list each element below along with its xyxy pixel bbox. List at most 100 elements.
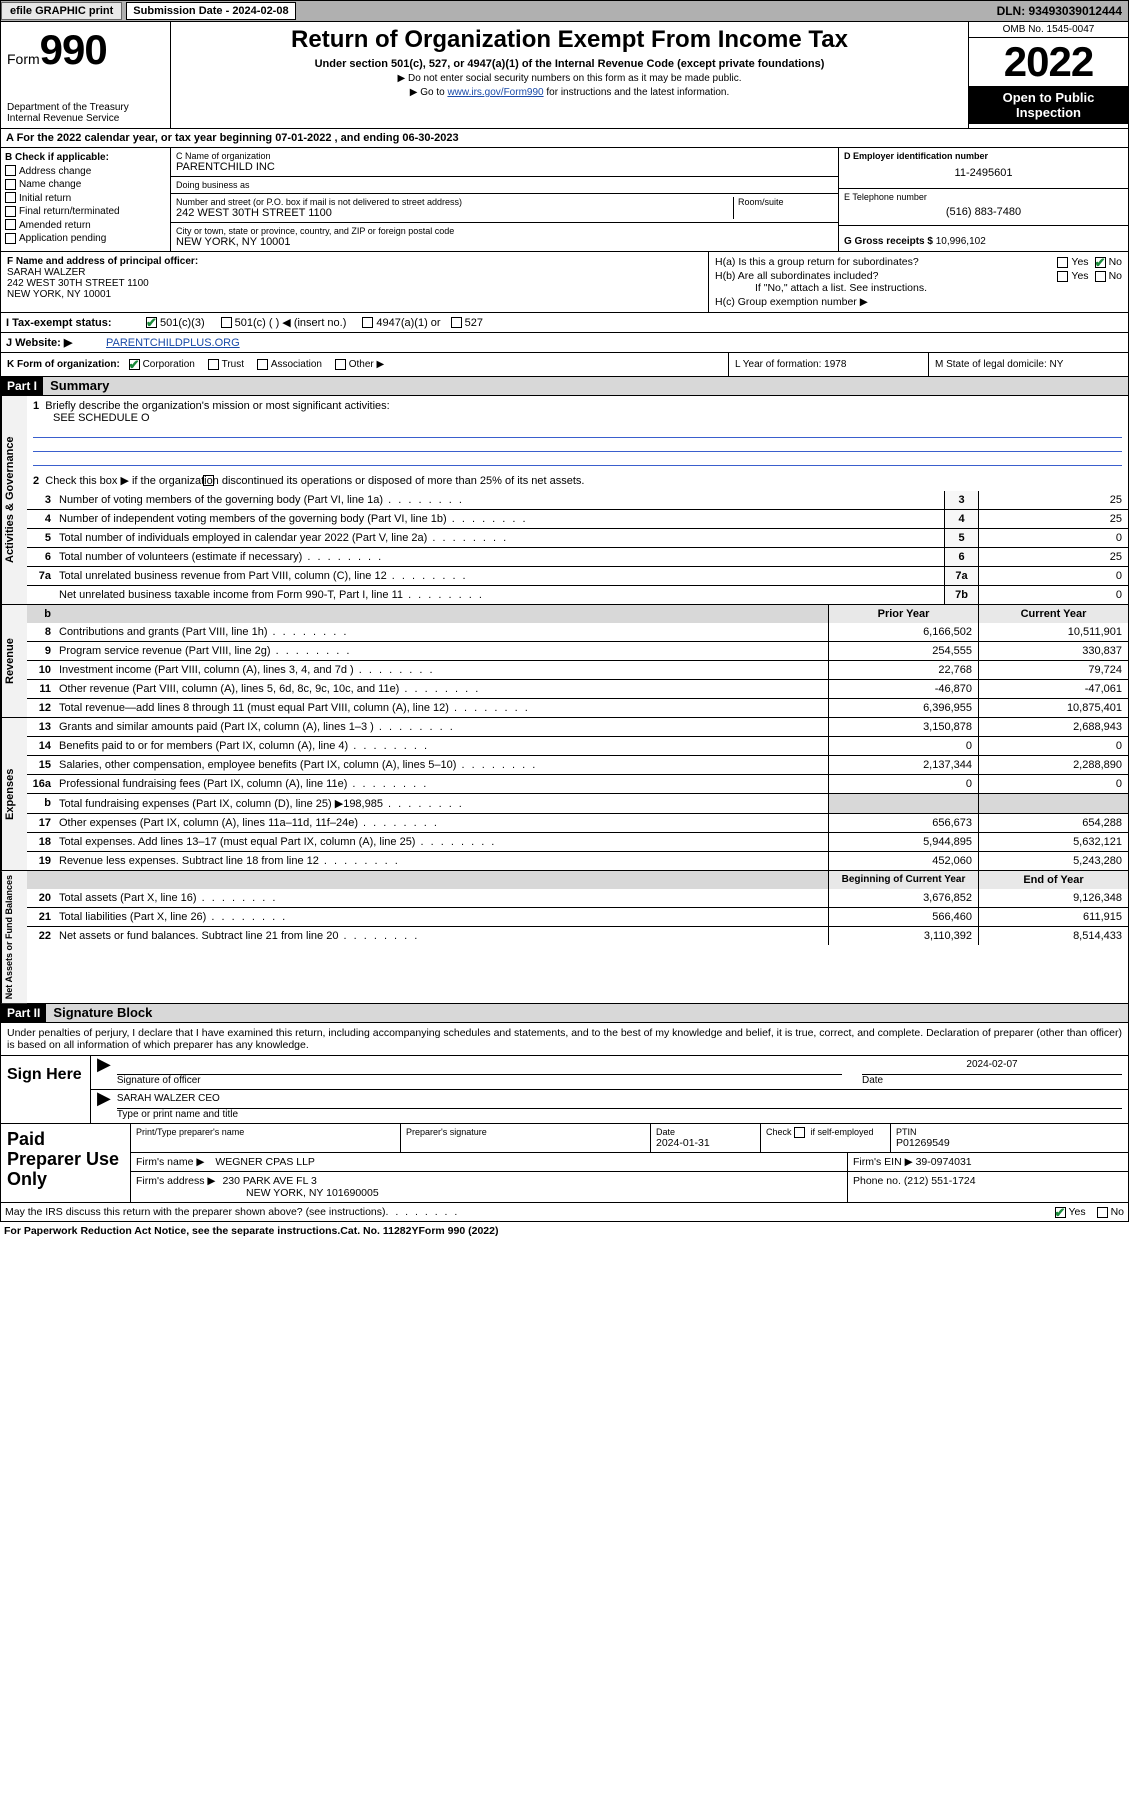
summary-revenue: Revenue b Prior Year Current Year 8Contr… [0, 605, 1129, 718]
row-value: 0 [978, 529, 1128, 547]
irs-form990-link[interactable]: www.irs.gov/Form990 [447, 87, 543, 98]
form-header: Form990 Department of the Treasury Inter… [0, 22, 1129, 129]
summary-row: 16aProfessional fundraising fees (Part I… [27, 774, 1128, 793]
ein-value: 11-2495601 [844, 161, 1123, 185]
row-num: b [27, 794, 55, 813]
firm-addr2: NEW YORK, NY 101690005 [136, 1187, 842, 1199]
opt-address-change: Address change [19, 166, 91, 177]
row-num: 7a [27, 567, 55, 585]
opt-final-return: Final return/terminated [19, 206, 120, 217]
chk-corp[interactable] [129, 359, 140, 370]
summary-row: 12Total revenue—add lines 8 through 11 (… [27, 698, 1128, 717]
ha-label: H(a) Is this a group return for subordin… [715, 256, 1057, 268]
row-current: 2,688,943 [978, 718, 1128, 736]
b-label: B Check if applicable: [5, 151, 166, 165]
chk-discuss-yes[interactable] [1055, 1207, 1066, 1218]
row-prior: 2,137,344 [828, 756, 978, 774]
row-text: Other expenses (Part IX, column (A), lin… [55, 814, 828, 832]
preparer-date-label: Date [656, 1127, 755, 1137]
row-box: 6 [944, 548, 978, 566]
opt-assoc: Association [271, 359, 322, 370]
opt-4947: 4947(a)(1) or [376, 317, 440, 329]
street-address: 242 WEST 30TH STREET 1100 [176, 207, 733, 219]
signature-block: Under penalties of perjury, I declare th… [0, 1023, 1129, 1124]
summary-row: 19Revenue less expenses. Subtract line 1… [27, 851, 1128, 870]
chk-ha-yes[interactable] [1057, 257, 1068, 268]
firm-ein-value: 39-0974031 [916, 1156, 972, 1168]
opt-trust: Trust [222, 359, 244, 370]
chk-discontinued[interactable] [203, 475, 214, 486]
row-current: 10,875,401 [978, 699, 1128, 717]
row-num: 21 [27, 908, 55, 926]
preparer-name-label: Print/Type preparer's name [136, 1127, 395, 1137]
line-a-tax-year: A For the 2022 calendar year, or tax yea… [0, 129, 1129, 148]
col-b-checkboxes: B Check if applicable: Address change Na… [1, 148, 171, 251]
top-toolbar: efile GRAPHIC print Submission Date - 20… [0, 0, 1129, 22]
f-label: F Name and address of principal officer: [7, 256, 702, 267]
row-num: 20 [27, 889, 55, 907]
summary-row: 5Total number of individuals employed in… [27, 528, 1128, 547]
chk-discuss-no[interactable] [1097, 1207, 1108, 1218]
summary-governance: Activities & Governance 1 Briefly descri… [0, 396, 1129, 605]
chk-527[interactable] [451, 317, 462, 328]
chk-trust[interactable] [208, 359, 219, 370]
line-i-tax-exempt: I Tax-exempt status: 501(c)(3) 501(c) ( … [0, 313, 1129, 333]
row-num: 9 [27, 642, 55, 660]
chk-final-return[interactable] [5, 206, 16, 217]
chk-4947[interactable] [362, 317, 373, 328]
ptin-value: P01269549 [896, 1137, 1123, 1149]
ha-no: No [1109, 256, 1122, 268]
chk-address-change[interactable] [5, 165, 16, 176]
chk-amended-return[interactable] [5, 219, 16, 230]
summary-row: 20Total assets (Part X, line 16)3,676,85… [27, 889, 1128, 907]
row-prior: 566,460 [828, 908, 978, 926]
row-value: 0 [978, 567, 1128, 585]
website-link[interactable]: PARENTCHILDPLUS.ORG [106, 337, 240, 349]
chk-501c[interactable] [221, 317, 232, 328]
q2-label: Check this box ▶ if the organization dis… [45, 475, 584, 487]
sig-name-title-label: Type or print name and title [117, 1109, 1122, 1120]
row-box: 4 [944, 510, 978, 528]
opt-name-change: Name change [19, 179, 81, 190]
c-name-label: C Name of organization [176, 151, 833, 161]
row-current: -47,061 [978, 680, 1128, 698]
summary-row: 13Grants and similar amounts paid (Part … [27, 718, 1128, 736]
hc-label: H(c) Group exemption number ▶ [715, 296, 1122, 308]
arrow-icon: ▶ [97, 1059, 111, 1086]
chk-other[interactable] [335, 359, 346, 370]
row-num: 5 [27, 529, 55, 547]
entity-block: B Check if applicable: Address change Na… [0, 148, 1129, 252]
chk-hb-yes[interactable] [1057, 271, 1068, 282]
note-post: for instructions and the latest informat… [544, 87, 730, 98]
chk-name-change[interactable] [5, 179, 16, 190]
chk-initial-return[interactable] [5, 192, 16, 203]
chk-application-pending[interactable] [5, 233, 16, 244]
gross-receipts-value: 10,996,102 [936, 236, 986, 247]
chk-hb-no[interactable] [1095, 271, 1106, 282]
part-i-hdr: Part I [1, 377, 43, 395]
row-prior: 22,768 [828, 661, 978, 679]
chk-501c3[interactable] [146, 317, 157, 328]
footer-bottom: For Paperwork Reduction Act Notice, see … [0, 1222, 1129, 1240]
row-num: 16a [27, 775, 55, 793]
part-i-bar: Part I Summary [0, 377, 1129, 396]
omb-number: OMB No. 1545-0047 [969, 22, 1128, 38]
tax-year: 2022 [969, 38, 1128, 86]
row-prior: 5,944,895 [828, 833, 978, 851]
row-text: Contributions and grants (Part VIII, lin… [55, 623, 828, 641]
chk-self-employed[interactable] [794, 1127, 805, 1138]
vtab-expenses: Expenses [1, 718, 27, 870]
j-label: J Website: ▶ [6, 336, 106, 349]
summary-expenses: Expenses 13Grants and similar amounts pa… [0, 718, 1129, 871]
chk-ha-no[interactable] [1095, 257, 1106, 268]
chk-assoc[interactable] [257, 359, 268, 370]
m-state-domicile: M State of legal domicile: NY [928, 353, 1128, 376]
hb-yes: Yes [1071, 270, 1088, 282]
vtab-revenue: Revenue [1, 605, 27, 717]
row-current: 611,915 [978, 908, 1128, 926]
vtab-governance: Activities & Governance [1, 396, 27, 604]
efile-print-button[interactable]: efile GRAPHIC print [1, 2, 122, 20]
line-a-text: A For the 2022 calendar year, or tax yea… [6, 132, 459, 144]
row-text: Salaries, other compensation, employee b… [55, 756, 828, 774]
summary-row: Net unrelated business taxable income fr… [27, 585, 1128, 604]
